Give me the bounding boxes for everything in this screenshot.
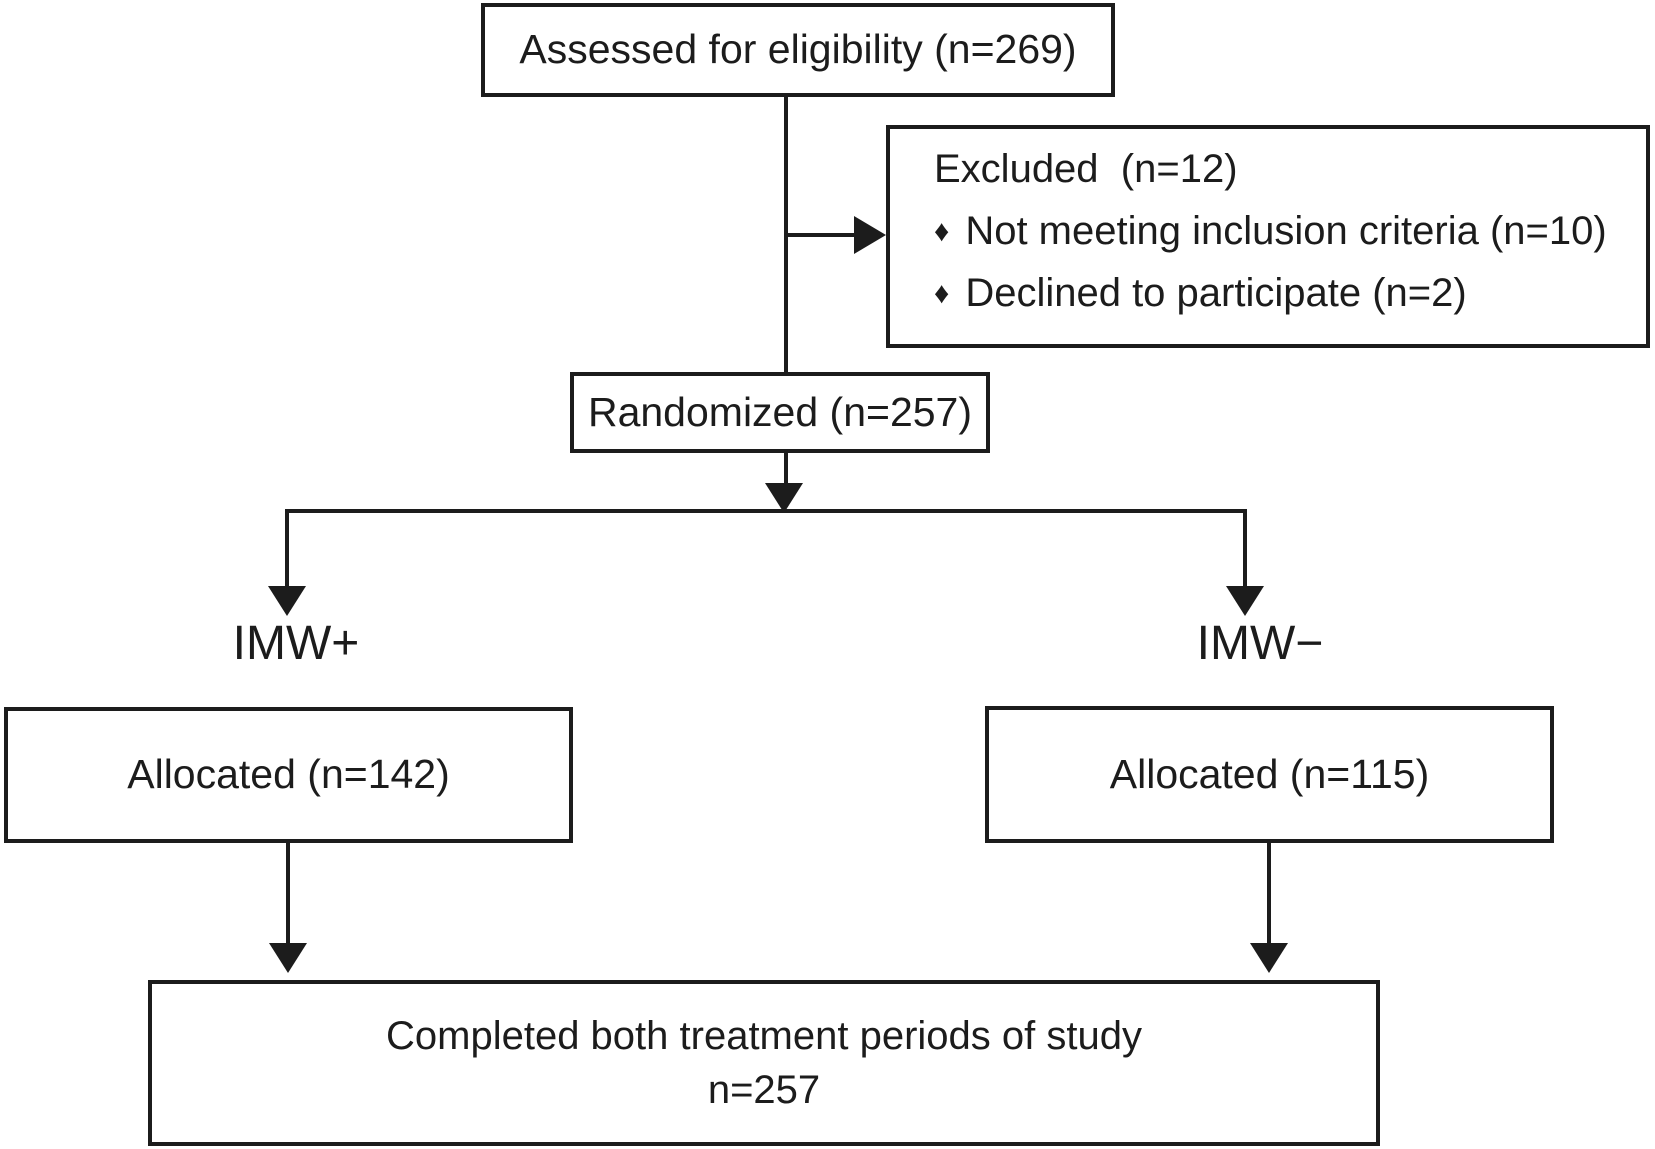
group-label-imw-minus: IMW− (1196, 617, 1324, 670)
connector-alloc-right-to-completed (1267, 843, 1271, 945)
diamond-bullet-icon: ♦ (934, 215, 950, 248)
connector-alloc-left-to-completed (286, 843, 290, 945)
allocated-imw-plus-label: Allocated (n=142) (127, 751, 450, 798)
split-line (285, 509, 1247, 513)
allocated-box-imw-plus: Allocated (n=142) (4, 707, 573, 843)
allocated-box-imw-minus: Allocated (n=115) (985, 706, 1554, 843)
excluded-item-declined: ♦ Declined to participate (n=2) (934, 269, 1467, 317)
connector-randomized-to-split (784, 453, 788, 485)
diamond-bullet-icon: ♦ (934, 277, 950, 310)
randomized-box: Randomized (n=257) (570, 372, 990, 453)
completed-line2: n=257 (707, 1068, 821, 1112)
assessed-eligibility-label: Assessed for eligibility (n=269) (519, 26, 1077, 73)
completed-box: Completed both treatment periods of stud… (148, 980, 1380, 1146)
excluded-item-text: Declined to participate (n=2) (965, 271, 1467, 315)
connector-to-excluded (786, 233, 854, 237)
excluded-item-text: Not meeting inclusion criteria (n=10) (965, 209, 1607, 253)
randomized-label: Randomized (n=257) (587, 388, 973, 435)
arrowhead-down-icon (268, 586, 306, 616)
group-label-imw-plus: IMW+ (232, 617, 360, 670)
completed-line1: Completed both treatment periods of stud… (386, 1014, 1142, 1058)
arrowhead-down-icon (765, 483, 803, 513)
assessed-eligibility-box: Assessed for eligibility (n=269) (481, 3, 1115, 97)
connector-split-to-imw-plus (285, 509, 289, 588)
arrowhead-down-icon (1250, 943, 1288, 973)
excluded-box: Excluded (n=12) ♦ Not meeting inclusion … (886, 125, 1650, 348)
excluded-title: Excluded (n=12) (934, 147, 1238, 191)
connector-split-to-imw-minus (1243, 509, 1247, 588)
arrowhead-right-icon (854, 216, 886, 254)
excluded-item-not-meeting-criteria: ♦ Not meeting inclusion criteria (n=10) (934, 207, 1607, 255)
arrowhead-down-icon (269, 943, 307, 973)
allocated-imw-minus-label: Allocated (n=115) (1109, 750, 1430, 797)
arrowhead-down-icon (1226, 586, 1264, 616)
